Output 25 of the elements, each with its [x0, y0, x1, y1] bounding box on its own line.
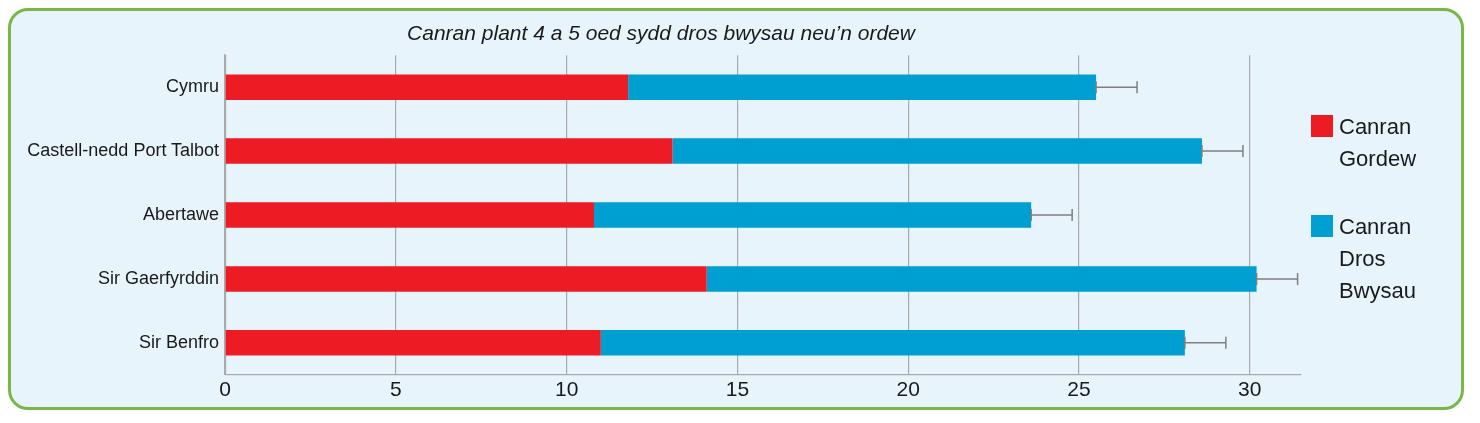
x-tick-label: 15	[725, 377, 750, 401]
y-tick-label: Abertawe	[143, 203, 220, 224]
x-tick-label: 30	[1238, 377, 1262, 401]
bar	[225, 266, 707, 292]
x-tick-label: 0	[219, 377, 231, 401]
bar	[672, 138, 1202, 164]
bar	[225, 202, 594, 228]
bar	[225, 74, 629, 100]
x-tick-label: 10	[554, 377, 579, 401]
y-tick-label: Cymru	[166, 76, 220, 97]
y-tick-label: Castell-nedd Port Talbot	[27, 140, 220, 161]
x-tick-label: 5	[390, 377, 402, 401]
legend-label: Canran Gordew	[1339, 113, 1418, 173]
x-tick-label: 25	[1067, 377, 1091, 401]
bar	[225, 138, 673, 164]
bar	[225, 330, 601, 356]
bar	[628, 74, 1097, 100]
bar	[600, 330, 1185, 356]
chart-title: Canran plant 4 a 5 oed sydd dros bwysau neu’n ordew	[407, 21, 917, 45]
y-tick-label: Sir Benfro	[139, 331, 220, 352]
x-tick-label: 20	[896, 377, 920, 401]
bar	[706, 266, 1257, 292]
y-tick-label: Sir Gaerfyrddin	[98, 267, 220, 288]
legend-label: Canran Dros Bwysau	[1339, 213, 1418, 305]
bar	[593, 202, 1032, 228]
